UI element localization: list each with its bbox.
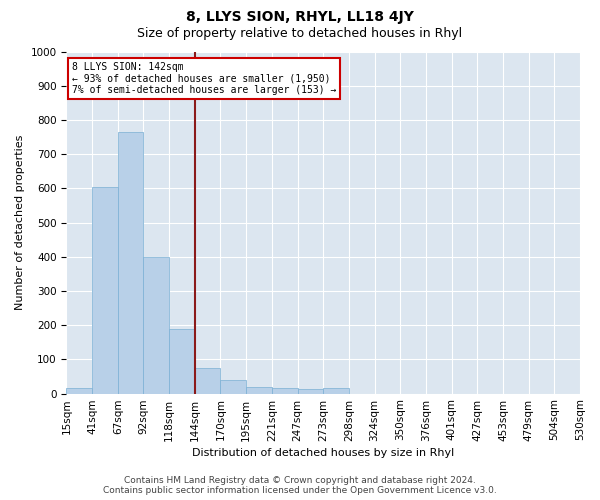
Bar [169, 328, 195, 394]
Bar [92, 186, 118, 394]
Bar [220, 380, 246, 394]
Bar [323, 388, 349, 394]
X-axis label: Distribution of detached houses by size in Rhyl: Distribution of detached houses by size … [192, 448, 454, 458]
Bar [272, 388, 298, 394]
Text: 8 LLYS SION: 142sqm
← 93% of detached houses are smaller (1,950)
7% of semi-deta: 8 LLYS SION: 142sqm ← 93% of detached ho… [71, 62, 336, 95]
Bar [118, 132, 143, 394]
Text: Size of property relative to detached houses in Rhyl: Size of property relative to detached ho… [137, 28, 463, 40]
Text: 8, LLYS SION, RHYL, LL18 4JY: 8, LLYS SION, RHYL, LL18 4JY [186, 10, 414, 24]
Text: Contains HM Land Registry data © Crown copyright and database right 2024.
Contai: Contains HM Land Registry data © Crown c… [103, 476, 497, 495]
Bar [195, 368, 220, 394]
Bar [246, 388, 272, 394]
Bar [143, 256, 169, 394]
Bar [67, 388, 92, 394]
Bar [298, 390, 323, 394]
Y-axis label: Number of detached properties: Number of detached properties [15, 135, 25, 310]
